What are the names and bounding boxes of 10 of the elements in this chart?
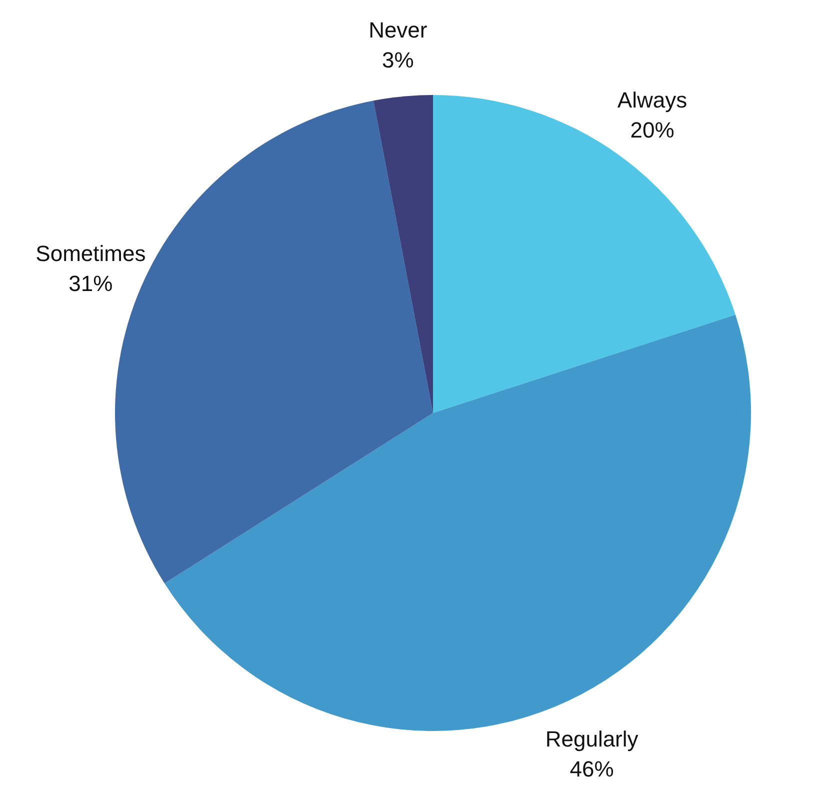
pie-slice <box>373 95 433 413</box>
data-label: 3% <box>382 48 414 73</box>
pie-slice <box>164 314 750 731</box>
slice-label: Never <box>368 18 428 43</box>
slice-label: Regularly <box>545 726 638 752</box>
slice-label: Sometimes <box>36 240 146 266</box>
data-label: 20% <box>630 117 674 142</box>
data-label: 46% <box>570 756 614 782</box>
slice-label: Always <box>617 87 688 112</box>
data-label: 31% <box>68 270 113 296</box>
